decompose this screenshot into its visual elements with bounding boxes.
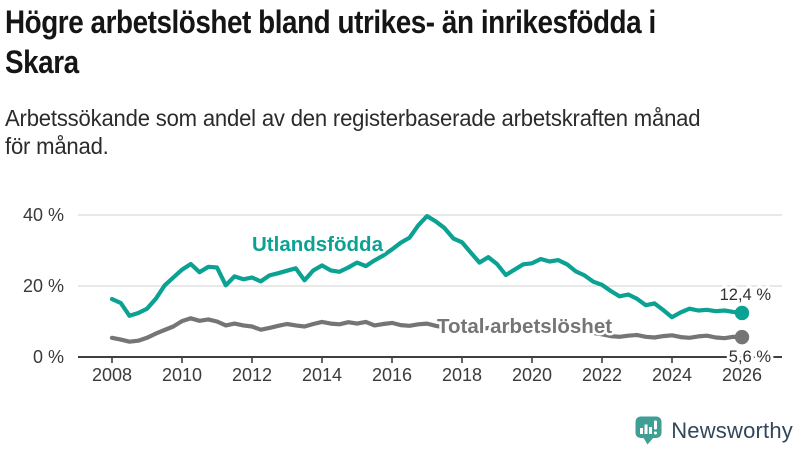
brand-name: Newsworthy <box>671 417 793 443</box>
newsworthy-branding: Newsworthy <box>635 416 793 445</box>
page-title: Högre arbetslöshet bland utrikes- än inr… <box>5 4 656 80</box>
x-tick-label: 2020 <box>512 365 552 385</box>
series-end-dot <box>734 305 750 321</box>
series-label-total: Total arbetslöshet <box>437 315 612 338</box>
series-line-total <box>109 316 745 344</box>
y-tick-label: 40 % <box>23 205 64 225</box>
end-value-label-total: 5,6 % <box>729 348 772 366</box>
y-tick-label: 0 % <box>33 347 64 367</box>
x-tick-label: 2012 <box>232 365 272 385</box>
x-tick-label: 2026 <box>722 365 762 385</box>
x-tick-label: 2008 <box>92 365 132 385</box>
series-line-utlandsfodda <box>109 214 745 320</box>
x-tick-label: 2014 <box>302 365 342 385</box>
end-value-label-utlandsfodda: 12,4 % <box>720 286 772 304</box>
y-tick-label: 20 % <box>23 276 64 296</box>
newsworthy-logo-icon <box>635 416 662 445</box>
x-tick-label: 2018 <box>442 365 482 385</box>
series-end-dot <box>734 329 750 345</box>
x-tick-label: 2022 <box>582 365 622 385</box>
x-tick-label: 2010 <box>162 365 202 385</box>
x-tick-label: 2016 <box>372 365 412 385</box>
series-label-utlandsfodda: Utlandsfödda <box>252 233 384 256</box>
x-tick-label: 2024 <box>652 365 692 385</box>
chart-subtitle: Arbetssökande som andel av den registerb… <box>5 105 701 159</box>
